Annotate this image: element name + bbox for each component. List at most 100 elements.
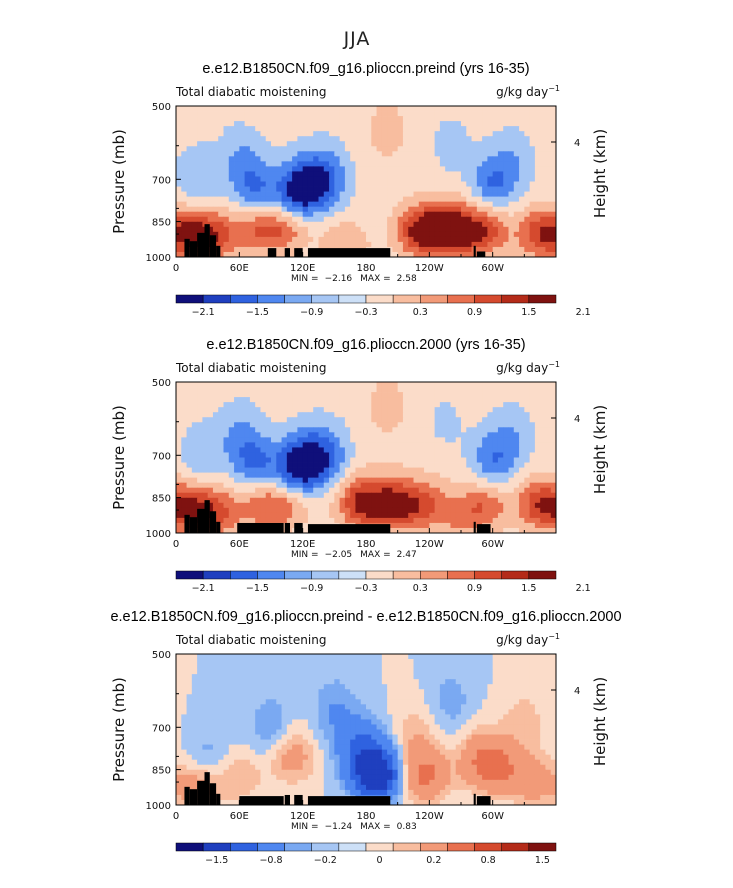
heatmap-cell <box>176 664 182 670</box>
heatmap-cell <box>445 417 451 423</box>
heatmap-cell <box>265 427 272 433</box>
heatmap-cell <box>329 106 335 112</box>
heatmap-cell <box>445 497 451 504</box>
heatmap-cell <box>387 472 393 479</box>
heatmap-cell <box>286 186 293 192</box>
heatmap-cell <box>271 201 277 208</box>
heatmap-cell <box>181 106 187 112</box>
heatmap-cell <box>418 382 425 388</box>
heatmap-cell <box>381 166 388 172</box>
heatmap-cell <box>497 392 504 398</box>
heatmap-cell <box>207 442 214 448</box>
heatmap-cell <box>550 507 557 514</box>
heatmap-cell <box>244 492 251 499</box>
heatmap-cell <box>540 674 546 680</box>
heatmap-cell <box>234 106 240 112</box>
heatmap-cell <box>176 512 182 519</box>
heatmap-cell <box>434 226 441 233</box>
heatmap-cell <box>381 151 388 157</box>
heatmap-cell <box>513 684 520 690</box>
heatmap-cell <box>471 472 478 479</box>
heatmap-cell <box>197 121 203 127</box>
heatmap-cell <box>545 161 552 167</box>
heatmap-cell <box>329 669 335 675</box>
heatmap-cell <box>540 166 546 172</box>
heatmap-cell <box>323 186 330 192</box>
heatmap-cell <box>292 477 298 484</box>
heatmap-cell <box>508 121 515 127</box>
heatmap-cell <box>191 392 198 398</box>
heatmap-cell <box>402 654 409 660</box>
heatmap-cell <box>271 417 277 423</box>
heatmap-cell <box>455 106 462 112</box>
heatmap-cell <box>503 211 509 218</box>
heatmap-cell <box>286 121 293 127</box>
heatmap-cell <box>292 427 298 433</box>
heatmap-cell <box>371 382 377 388</box>
heatmap-cell <box>497 674 504 680</box>
heatmap-cell <box>186 231 193 238</box>
heatmap-cell <box>476 442 483 448</box>
heatmap-cell <box>207 502 214 509</box>
x-tick-label: 120W <box>415 263 444 274</box>
heatmap-cell <box>461 231 467 238</box>
heatmap-cell <box>350 654 356 660</box>
heatmap-cell <box>497 507 504 514</box>
heatmap-cell <box>281 236 288 243</box>
heatmap-cell <box>197 156 203 162</box>
heatmap-cell <box>497 146 504 152</box>
heatmap-cell <box>228 136 235 142</box>
heatmap-cell <box>371 211 377 218</box>
heatmap-cell <box>360 452 367 458</box>
heatmap-cell <box>461 477 467 484</box>
heatmap-cell <box>492 457 499 463</box>
heatmap-cell <box>212 447 219 453</box>
heatmap-cell <box>244 231 251 238</box>
heatmap-cell <box>413 201 420 208</box>
heatmap-cell <box>218 151 224 157</box>
heatmap-cell <box>218 156 224 162</box>
heatmap-cell <box>212 437 219 443</box>
heatmap-cell <box>550 206 557 213</box>
heatmap-cell <box>450 447 457 453</box>
heatmap-cell <box>313 131 319 137</box>
heatmap-cell <box>302 191 309 197</box>
heatmap-cell <box>212 111 219 117</box>
heatmap-cell <box>534 512 541 519</box>
heatmap-cell <box>286 507 293 514</box>
heatmap-cell <box>497 106 504 112</box>
heatmap-cell <box>408 512 414 519</box>
heatmap-cell <box>439 402 446 408</box>
heatmap-cell <box>424 211 430 218</box>
heatmap-cell <box>323 166 330 172</box>
heatmap-cell <box>191 196 198 203</box>
heatmap-cell <box>218 512 224 519</box>
heatmap-cell <box>302 467 309 473</box>
heatmap-cell <box>482 417 488 423</box>
heatmap-cell <box>191 487 198 494</box>
heatmap-cell <box>186 432 193 438</box>
heatmap-cell <box>408 654 414 660</box>
heatmap-cell <box>513 176 520 182</box>
heatmap-cell <box>492 136 499 142</box>
heatmap-cell <box>429 246 436 253</box>
heatmap-cell <box>439 196 446 203</box>
heatmap-cell <box>307 442 314 448</box>
heatmap-cell <box>276 497 282 504</box>
heatmap-cell <box>271 452 277 458</box>
heatmap-cell <box>424 106 430 112</box>
heatmap-cell <box>286 447 293 453</box>
heatmap-cell <box>234 226 240 233</box>
heatmap-cell <box>265 387 272 393</box>
units-exponent: −1 <box>548 632 560 641</box>
heatmap-cell <box>402 402 409 408</box>
heatmap-cell <box>281 654 288 660</box>
heatmap-cell <box>497 136 504 142</box>
heatmap-cell <box>286 196 293 203</box>
heatmap-cell <box>487 121 494 127</box>
heatmap-cell <box>323 146 330 152</box>
heatmap-cell <box>429 201 436 208</box>
heatmap-cell <box>434 482 441 489</box>
heatmap-cell <box>424 437 430 443</box>
heatmap-cell <box>323 236 330 243</box>
